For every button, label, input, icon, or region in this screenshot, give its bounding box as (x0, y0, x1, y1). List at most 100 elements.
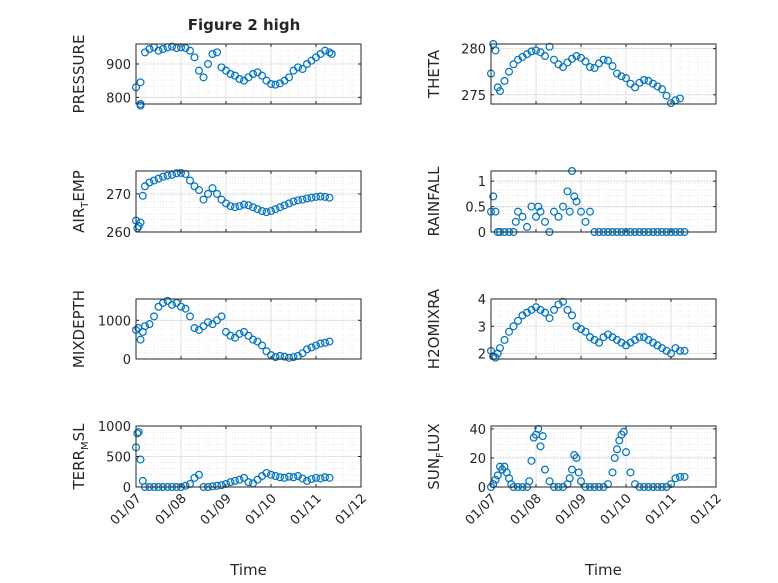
data-point (307, 475, 316, 484)
y-tick-label: 40 (469, 423, 486, 438)
data-point (675, 472, 684, 481)
data-point (563, 305, 572, 314)
data-point (554, 212, 563, 221)
data-point (621, 448, 630, 457)
data-point (213, 316, 222, 325)
data-point (289, 473, 298, 482)
data-point (226, 478, 235, 487)
data-point (208, 482, 217, 491)
data-point (608, 468, 617, 477)
data-point (258, 207, 267, 216)
data-point (491, 353, 500, 362)
data-point (172, 169, 181, 178)
data-point (671, 474, 680, 483)
data-point (276, 203, 285, 212)
data-point (271, 205, 280, 214)
data-point (262, 208, 271, 217)
data-point (208, 49, 217, 58)
data-point (204, 59, 213, 68)
data-point (199, 195, 208, 204)
data-point (675, 94, 684, 103)
y-axis-label-part: AIR (70, 208, 88, 233)
data-point (594, 338, 603, 347)
data-point (491, 46, 500, 55)
y-tick-label: 0 (123, 481, 131, 496)
data-point (154, 46, 163, 55)
data-point (307, 193, 316, 202)
y-tick-label: 260 (106, 226, 131, 241)
y-tick-label: 500 (106, 451, 131, 466)
data-point (235, 202, 244, 211)
data-point (572, 453, 581, 462)
data-point (581, 327, 590, 336)
y-tick-label: 0 (478, 481, 486, 496)
y-tick-label: 1 (478, 175, 486, 190)
data-point (244, 331, 253, 340)
data-point (217, 312, 226, 321)
data-point (662, 91, 671, 100)
y-axis-label: PRESSURE (70, 35, 88, 114)
y-tick-label: 0 (478, 226, 486, 241)
data-point (289, 353, 298, 362)
y-axis-label: SUNFLUX (425, 423, 446, 489)
data-point (231, 203, 240, 212)
x-axis-label: Time (229, 561, 267, 579)
data-point (249, 335, 258, 344)
y-tick-label: 275 (461, 89, 486, 104)
data-point (136, 218, 145, 227)
y-tick-label: 280 (461, 43, 486, 58)
data-point (531, 46, 540, 55)
data-point (316, 474, 325, 483)
y-axis-label: H2OMIXRA (425, 288, 443, 369)
data-point (150, 176, 159, 185)
data-point (307, 343, 316, 352)
data-point (513, 207, 522, 216)
y-axis-label-part: SL (70, 423, 88, 442)
y-tick-label: 270 (106, 188, 131, 203)
data-point (298, 349, 307, 358)
data-point (231, 333, 240, 342)
data-point (327, 49, 336, 58)
data-point (572, 197, 581, 206)
data-point (538, 432, 547, 441)
data-point (500, 335, 509, 344)
data-point (177, 168, 186, 177)
data-point (145, 320, 154, 329)
data-point (285, 199, 294, 208)
data-point (612, 445, 621, 454)
data-point (608, 62, 617, 71)
data-point (154, 174, 163, 183)
data-point (558, 202, 567, 211)
data-point (540, 465, 549, 474)
data-point (496, 87, 505, 96)
y-axis-label-subscript: F (435, 452, 446, 458)
data-point (253, 337, 262, 346)
data-point (226, 331, 235, 340)
data-point (590, 63, 599, 72)
data-point (621, 74, 630, 83)
y-tick-label: 1000 (98, 420, 131, 435)
subplot-5: 0 1000 MIXDEPTH (70, 290, 362, 368)
data-point (136, 78, 145, 87)
data-point (316, 192, 325, 201)
subplot-2: 275 280 THETA (425, 39, 717, 108)
y-axis-label: RAINFALL (425, 166, 443, 237)
data-point (545, 477, 554, 486)
data-point (190, 324, 199, 333)
data-point (195, 66, 204, 75)
data-point (675, 346, 684, 355)
data-point (567, 465, 576, 474)
data-point (540, 308, 549, 317)
figure-title: Figure 2 high (188, 16, 301, 34)
data-point (204, 189, 213, 198)
axes-box (490, 170, 717, 233)
data-point (262, 347, 271, 356)
data-point (657, 85, 666, 94)
data-point (558, 297, 567, 306)
y-tick-label: 900 (106, 58, 131, 73)
data-point (549, 207, 558, 216)
data-point (509, 322, 518, 331)
data-point (159, 44, 168, 53)
data-point (136, 101, 145, 110)
data-point (150, 312, 159, 321)
